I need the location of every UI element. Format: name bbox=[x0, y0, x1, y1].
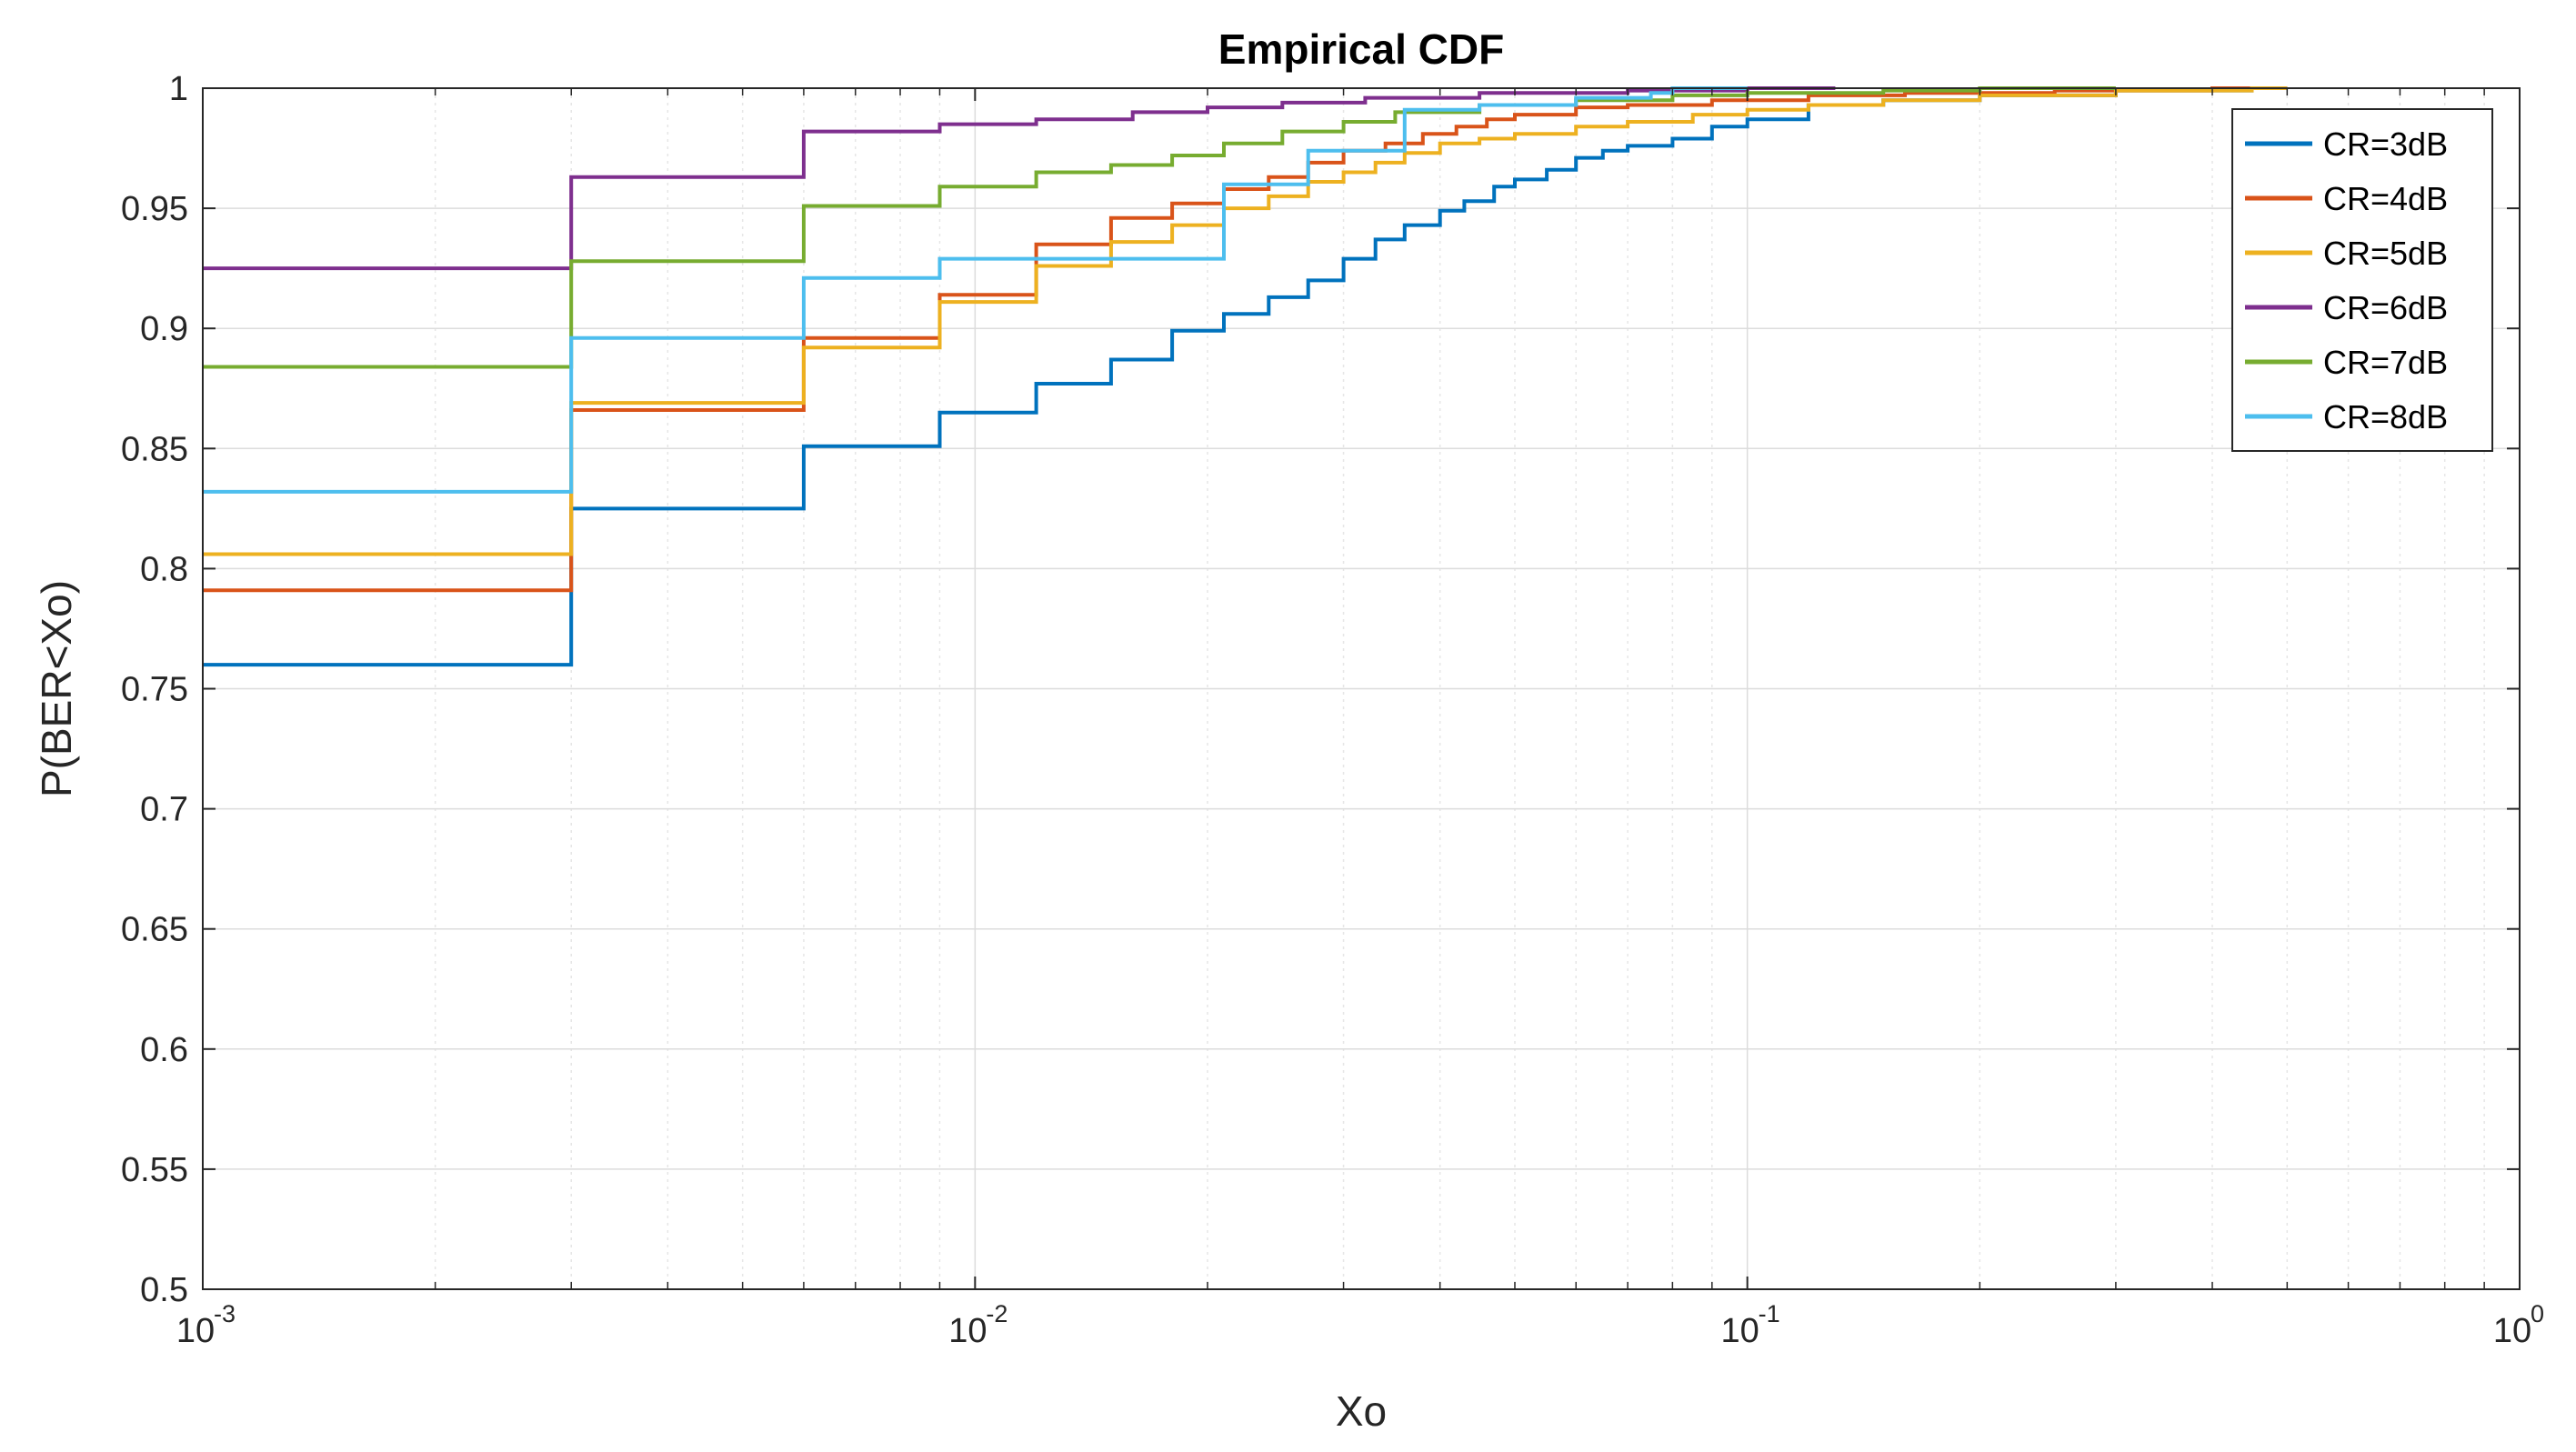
x-tick-label: 10-1 bbox=[1721, 1300, 1780, 1350]
legend-label: CR=6dB bbox=[2323, 289, 2448, 326]
x-tick-label: 10-3 bbox=[176, 1300, 236, 1350]
y-tick-labels: 0.5 0.55 0.6 0.65 0.7 0.75 0.8 0.85 0.9 0.95 1 bbox=[121, 70, 188, 1309]
tick-marks bbox=[202, 87, 2521, 1290]
y-tick-label: 0.7 bbox=[140, 791, 188, 829]
legend-label: CR=3dB bbox=[2323, 125, 2448, 163]
series-line-cr8db bbox=[203, 86, 1748, 494]
legend-item: CR=4dB bbox=[2245, 180, 2448, 217]
legend-item: CR=5dB bbox=[2245, 235, 2448, 272]
x-tick-exponent: -3 bbox=[214, 1300, 236, 1327]
x-axis-label: Xo bbox=[1336, 1387, 1387, 1435]
y-tick-label: 0.85 bbox=[121, 430, 188, 468]
legend-label: CR=5dB bbox=[2323, 235, 2448, 272]
x-tick-exponent: -1 bbox=[1759, 1300, 1780, 1327]
x-tick-base: 10 bbox=[2493, 1312, 2531, 1350]
y-tick-label: 0.75 bbox=[121, 671, 188, 709]
y-tick-label: 0.9 bbox=[140, 310, 188, 348]
y-tick-label: 0.8 bbox=[140, 550, 188, 588]
legend-label: CR=7dB bbox=[2323, 344, 2448, 381]
y-tick-label: 1 bbox=[169, 70, 188, 108]
legend: CR=3dB CR=4dB CR=5dB CR=6dB CR=7dB CR=8dB bbox=[2231, 108, 2493, 452]
y-tick-label: 0.65 bbox=[121, 911, 188, 949]
y-axis-label: P(BER<Xo) bbox=[33, 580, 80, 797]
x-tick-base: 10 bbox=[948, 1312, 987, 1350]
y-tick-label: 0.95 bbox=[121, 190, 188, 228]
legend-item: CR=3dB bbox=[2245, 125, 2448, 163]
x-tick-exponent: 0 bbox=[2531, 1300, 2544, 1327]
legend-box bbox=[2231, 108, 2493, 452]
series-line-cr5db bbox=[203, 86, 2288, 556]
legend-label: CR=8dB bbox=[2323, 398, 2448, 436]
legend-item: CR=6dB bbox=[2245, 289, 2448, 326]
legend-label: CR=4dB bbox=[2323, 180, 2448, 217]
series-line-cr3db bbox=[203, 86, 2288, 667]
legend-item: CR=8dB bbox=[2245, 398, 2448, 436]
x-tick-exponent: -2 bbox=[986, 1300, 1007, 1327]
y-tick-label: 0.5 bbox=[140, 1271, 188, 1309]
y-tick-label: 0.55 bbox=[121, 1151, 188, 1189]
x-tick-label: 10-2 bbox=[948, 1300, 1007, 1350]
x-tick-labels: 10-3 10-2 10-1 100 bbox=[176, 1300, 2544, 1350]
x-tick-label: 100 bbox=[2493, 1300, 2544, 1350]
chart-title: Empirical CDF bbox=[1218, 25, 1504, 73]
x-tick-base: 10 bbox=[176, 1312, 215, 1350]
y-tick-label: 0.6 bbox=[140, 1031, 188, 1069]
legend-item: CR=7dB bbox=[2245, 344, 2448, 381]
x-tick-base: 10 bbox=[1721, 1312, 1759, 1350]
